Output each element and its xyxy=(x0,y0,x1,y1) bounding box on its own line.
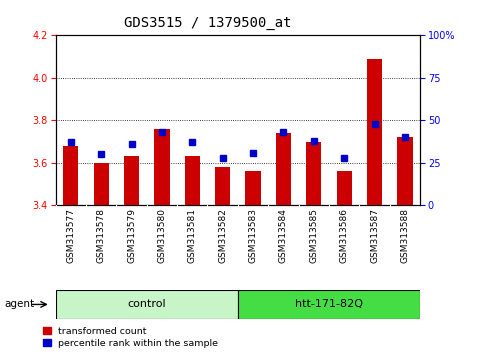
Legend: transformed count, percentile rank within the sample: transformed count, percentile rank withi… xyxy=(43,327,218,348)
Text: GSM313587: GSM313587 xyxy=(370,208,379,263)
Text: GSM313585: GSM313585 xyxy=(309,208,318,263)
Bar xyxy=(306,142,322,205)
Bar xyxy=(276,133,291,205)
Bar xyxy=(337,171,352,205)
Bar xyxy=(94,163,109,205)
Text: GSM313579: GSM313579 xyxy=(127,208,136,263)
Text: GSM313586: GSM313586 xyxy=(340,208,349,263)
Bar xyxy=(154,129,170,205)
Bar xyxy=(56,290,238,319)
Text: GSM313588: GSM313588 xyxy=(400,208,410,263)
Text: GDS3515 / 1379500_at: GDS3515 / 1379500_at xyxy=(124,16,291,30)
Bar xyxy=(367,59,382,205)
Text: GSM313583: GSM313583 xyxy=(249,208,257,263)
Text: GSM313584: GSM313584 xyxy=(279,208,288,263)
Bar xyxy=(185,156,200,205)
Bar xyxy=(124,156,139,205)
Text: GSM313578: GSM313578 xyxy=(97,208,106,263)
Text: GSM313580: GSM313580 xyxy=(157,208,167,263)
Bar xyxy=(215,167,230,205)
Text: GSM313581: GSM313581 xyxy=(188,208,197,263)
Text: agent: agent xyxy=(5,299,35,309)
Text: control: control xyxy=(128,299,166,309)
Text: htt-171-82Q: htt-171-82Q xyxy=(295,299,363,309)
Text: GSM313577: GSM313577 xyxy=(66,208,75,263)
Text: GSM313582: GSM313582 xyxy=(218,208,227,263)
Bar xyxy=(63,146,78,205)
Bar xyxy=(238,290,420,319)
Bar xyxy=(245,171,261,205)
Bar xyxy=(398,137,412,205)
